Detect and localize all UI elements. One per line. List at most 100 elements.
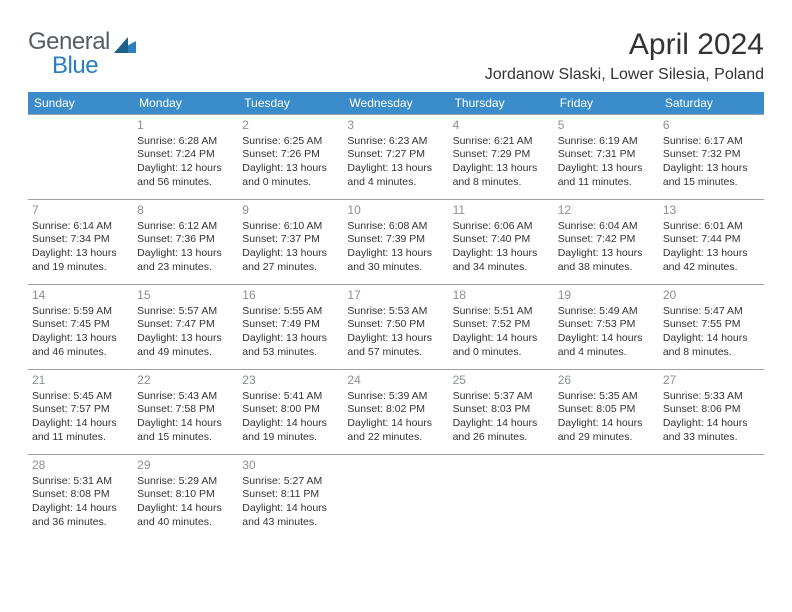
day-header: Wednesday [343, 92, 448, 115]
cell-text-line: and 0 minutes. [453, 346, 550, 360]
cell-text-line: Daylight: 14 hours [453, 332, 550, 346]
cell-text-line: Daylight: 13 hours [137, 332, 234, 346]
day-number: 4 [453, 118, 550, 134]
cell-text-line: Daylight: 13 hours [453, 162, 550, 176]
calendar-table: SundayMondayTuesdayWednesdayThursdayFrid… [28, 92, 764, 540]
calendar-cell: 25Sunrise: 5:37 AMSunset: 8:03 PMDayligh… [449, 370, 554, 455]
cell-text-line: and 42 minutes. [663, 261, 760, 275]
day-number: 18 [453, 288, 550, 304]
cell-text-line: Daylight: 14 hours [558, 332, 655, 346]
cell-text-line: Sunset: 8:02 PM [347, 403, 444, 417]
cell-text-line: and 30 minutes. [347, 261, 444, 275]
calendar-cell: 4Sunrise: 6:21 AMSunset: 7:29 PMDaylight… [449, 115, 554, 200]
cell-text-line: Sunset: 8:08 PM [32, 488, 129, 502]
cell-text-line: Sunset: 7:36 PM [137, 233, 234, 247]
cell-text-line: and 43 minutes. [242, 516, 339, 530]
cell-text-line: Sunrise: 6:28 AM [137, 135, 234, 149]
day-header: Thursday [449, 92, 554, 115]
cell-text-line: Sunset: 7:32 PM [663, 148, 760, 162]
cell-text-line: Sunset: 7:31 PM [558, 148, 655, 162]
calendar-cell: 19Sunrise: 5:49 AMSunset: 7:53 PMDayligh… [554, 285, 659, 370]
cell-text-line: Sunset: 8:10 PM [137, 488, 234, 502]
cell-text-line: Sunset: 7:45 PM [32, 318, 129, 332]
cell-text-line: Sunrise: 6:21 AM [453, 135, 550, 149]
calendar-cell: 20Sunrise: 5:47 AMSunset: 7:55 PMDayligh… [659, 285, 764, 370]
cell-text-line: Sunset: 8:11 PM [242, 488, 339, 502]
cell-text-line: Sunrise: 6:23 AM [347, 135, 444, 149]
day-number: 7 [32, 203, 129, 219]
cell-text-line: and 19 minutes. [242, 431, 339, 445]
calendar-cell: 7Sunrise: 6:14 AMSunset: 7:34 PMDaylight… [28, 200, 133, 285]
day-number: 14 [32, 288, 129, 304]
calendar-cell: 5Sunrise: 6:19 AMSunset: 7:31 PMDaylight… [554, 115, 659, 200]
cell-text-line: Sunrise: 5:45 AM [32, 390, 129, 404]
cell-text-line: Daylight: 13 hours [347, 332, 444, 346]
cell-text-line: Sunrise: 6:19 AM [558, 135, 655, 149]
calendar-cell: 27Sunrise: 5:33 AMSunset: 8:06 PMDayligh… [659, 370, 764, 455]
cell-text-line: and 4 minutes. [347, 176, 444, 190]
cell-text-line: Sunset: 7:24 PM [137, 148, 234, 162]
cell-text-line: Daylight: 14 hours [663, 332, 760, 346]
day-number: 11 [453, 203, 550, 219]
day-number: 28 [32, 458, 129, 474]
cell-text-line: Daylight: 13 hours [558, 247, 655, 261]
brand-logo-line2: Blue [28, 52, 98, 80]
cell-text-line: Daylight: 14 hours [242, 502, 339, 516]
cell-text-line: Sunset: 7:58 PM [137, 403, 234, 417]
page-header: General April 2024 Jordanow Slaski, Lowe… [28, 28, 764, 84]
cell-text-line: Sunset: 8:06 PM [663, 403, 760, 417]
cell-text-line: and 19 minutes. [32, 261, 129, 275]
calendar-cell: 10Sunrise: 6:08 AMSunset: 7:39 PMDayligh… [343, 200, 448, 285]
day-number: 30 [242, 458, 339, 474]
cell-text-line: Sunrise: 6:08 AM [347, 220, 444, 234]
day-number: 13 [663, 203, 760, 219]
cell-text-line: Daylight: 13 hours [347, 247, 444, 261]
cell-text-line: Daylight: 13 hours [663, 247, 760, 261]
cell-text-line: and 46 minutes. [32, 346, 129, 360]
calendar-cell: 23Sunrise: 5:41 AMSunset: 8:00 PMDayligh… [238, 370, 343, 455]
cell-text-line: and 8 minutes. [453, 176, 550, 190]
cell-text-line: and 27 minutes. [242, 261, 339, 275]
cell-text-line: Sunrise: 5:55 AM [242, 305, 339, 319]
cell-text-line: and 0 minutes. [242, 176, 339, 190]
cell-text-line: Sunrise: 5:37 AM [453, 390, 550, 404]
cell-text-line: Sunset: 7:52 PM [453, 318, 550, 332]
cell-text-line: Sunset: 7:42 PM [558, 233, 655, 247]
cell-text-line: Daylight: 14 hours [32, 502, 129, 516]
calendar-week-row: 7Sunrise: 6:14 AMSunset: 7:34 PMDaylight… [28, 200, 764, 285]
calendar-cell: 9Sunrise: 6:10 AMSunset: 7:37 PMDaylight… [238, 200, 343, 285]
day-number: 23 [242, 373, 339, 389]
cell-text-line: and 11 minutes. [558, 176, 655, 190]
logo-wing-icon [114, 32, 136, 60]
calendar-cell: 26Sunrise: 5:35 AMSunset: 8:05 PMDayligh… [554, 370, 659, 455]
cell-text-line: Daylight: 14 hours [32, 417, 129, 431]
cell-text-line: and 36 minutes. [32, 516, 129, 530]
calendar-cell [28, 115, 133, 200]
cell-text-line: Sunset: 7:37 PM [242, 233, 339, 247]
day-number: 17 [347, 288, 444, 304]
calendar-cell: 2Sunrise: 6:25 AMSunset: 7:26 PMDaylight… [238, 115, 343, 200]
cell-text-line: Sunrise: 5:53 AM [347, 305, 444, 319]
day-number: 27 [663, 373, 760, 389]
calendar-cell [343, 455, 448, 540]
cell-text-line: Daylight: 13 hours [242, 162, 339, 176]
logo-text-2: Blue [52, 52, 98, 80]
location-subtitle: Jordanow Slaski, Lower Silesia, Poland [485, 66, 764, 84]
cell-text-line: and 40 minutes. [137, 516, 234, 530]
cell-text-line: Daylight: 13 hours [242, 247, 339, 261]
cell-text-line: Sunrise: 5:31 AM [32, 475, 129, 489]
cell-text-line: Daylight: 13 hours [137, 247, 234, 261]
day-number: 2 [242, 118, 339, 134]
cell-text-line: Daylight: 14 hours [347, 417, 444, 431]
calendar-cell [554, 455, 659, 540]
cell-text-line: Sunrise: 6:06 AM [453, 220, 550, 234]
cell-text-line: Sunset: 7:49 PM [242, 318, 339, 332]
calendar-cell [449, 455, 554, 540]
day-number: 5 [558, 118, 655, 134]
cell-text-line: Sunset: 7:26 PM [242, 148, 339, 162]
calendar-cell: 14Sunrise: 5:59 AMSunset: 7:45 PMDayligh… [28, 285, 133, 370]
day-number: 6 [663, 118, 760, 134]
cell-text-line: and 15 minutes. [663, 176, 760, 190]
calendar-cell: 1Sunrise: 6:28 AMSunset: 7:24 PMDaylight… [133, 115, 238, 200]
calendar-cell: 24Sunrise: 5:39 AMSunset: 8:02 PMDayligh… [343, 370, 448, 455]
